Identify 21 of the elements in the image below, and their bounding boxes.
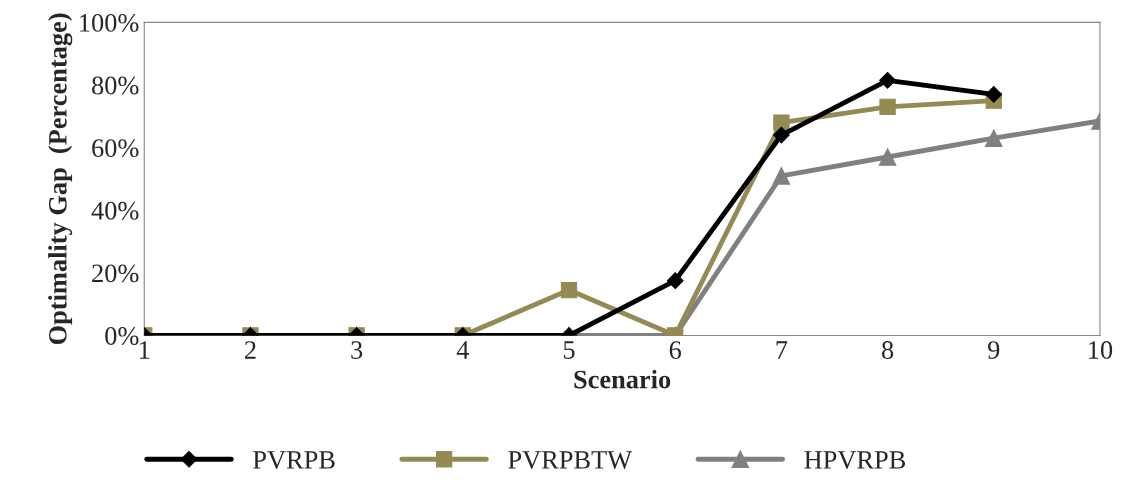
- x-tick-label: 4: [456, 341, 470, 359]
- y-tick-label: 100%: [80, 13, 139, 32]
- x-tick-label: 5: [563, 341, 575, 359]
- y-axis-title: Optimality Gap (Percentage): [48, 13, 73, 345]
- x-tick-label: 8: [881, 341, 894, 359]
- x-tick-label: 7: [776, 341, 788, 359]
- x-tick-label: 9: [988, 341, 1000, 359]
- legend-label: HPVRPB: [804, 451, 906, 469]
- legend-label: PVRPBTW: [508, 451, 633, 469]
- x-tick-label: 10: [1089, 341, 1113, 359]
- y-tick-label: 40%: [91, 201, 139, 220]
- x-tick-label: 1: [139, 341, 150, 359]
- x-tick-label: 2: [245, 341, 256, 359]
- y-tick-label: 80%: [92, 76, 139, 95]
- x-tick-label: 6: [669, 341, 682, 359]
- y-tick-label: 60%: [92, 139, 139, 158]
- y-tick-label: 20%: [92, 264, 139, 283]
- y-tick-label: 0%: [105, 327, 139, 345]
- legend-label: PVRPB: [253, 451, 335, 469]
- x-axis-title: Scenario: [574, 369, 671, 389]
- x-tick-label: 3: [351, 341, 363, 359]
